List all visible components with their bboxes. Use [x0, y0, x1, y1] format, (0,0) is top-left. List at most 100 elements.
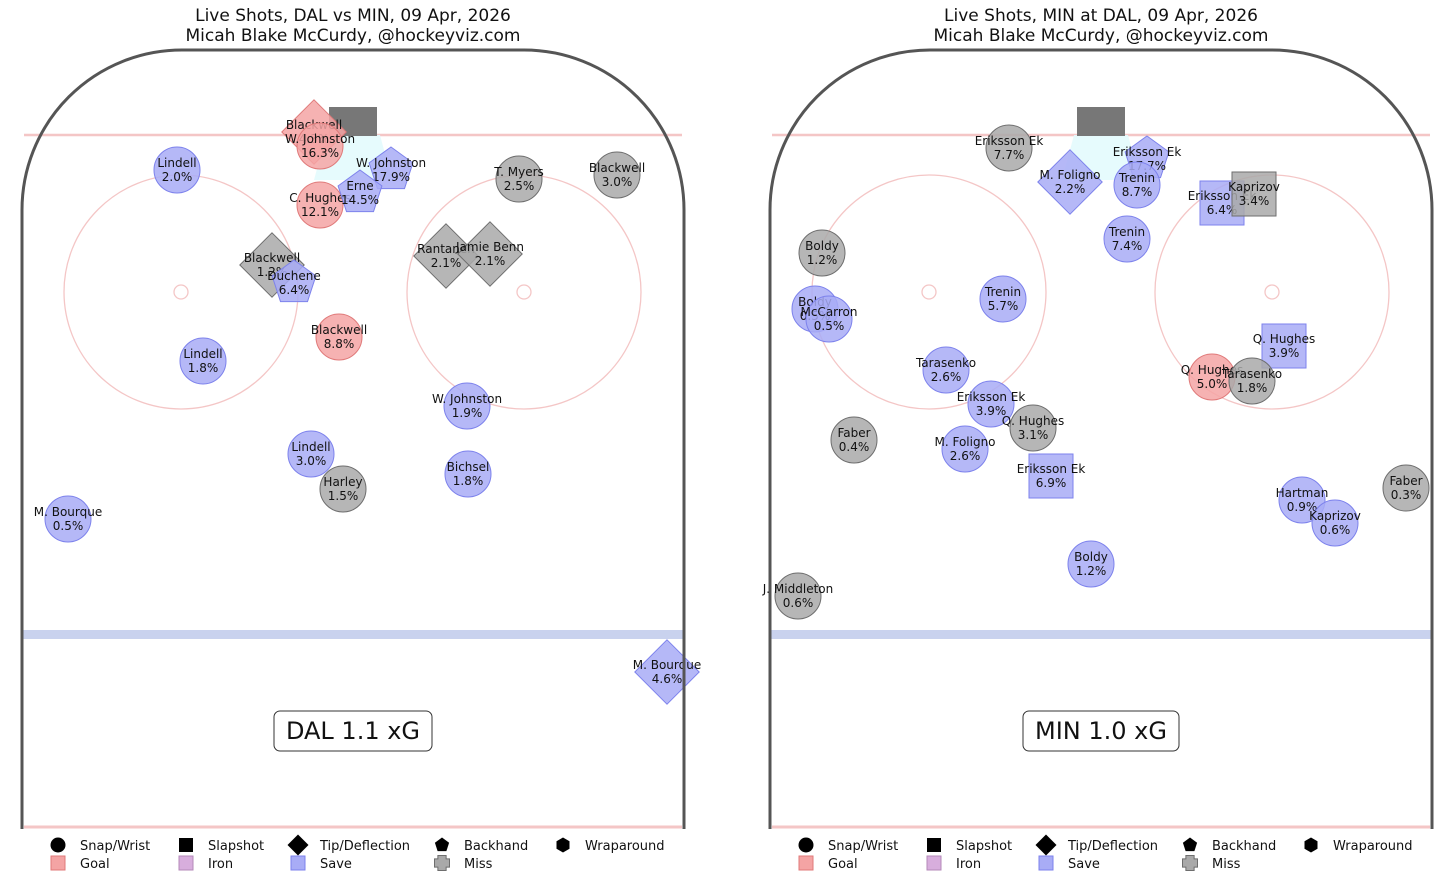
shot-shape	[1028, 453, 1074, 499]
shot-xg-label: 1.8%	[1237, 381, 1268, 395]
shot-xg-label: 0.9%	[1287, 500, 1318, 514]
shot-player-label: Jamie Benn	[455, 240, 524, 254]
shot-xg-label: 2.1%	[475, 254, 506, 268]
legend-label: Tip/Deflection	[319, 839, 410, 854]
shot-shape	[319, 465, 367, 513]
shot-xg-label: 0.3%	[1391, 488, 1422, 502]
shot-xg-label: 2.1%	[431, 256, 462, 270]
shot-player-label: Kaprizov	[1228, 180, 1280, 194]
shot-player-label: C. Hughes	[289, 191, 351, 205]
pentagon-icon	[1182, 837, 1198, 852]
legend-item-shape: Backhand	[1182, 837, 1276, 854]
shot-marker: Eriksson Ek3.9%	[957, 380, 1025, 428]
legend-label: Slapshot	[956, 839, 1012, 854]
square-icon	[290, 855, 306, 871]
shot-xg-label: 2.2%	[1055, 182, 1086, 196]
shot-marker: Eriksson Ek6.9%	[1017, 453, 1085, 499]
shot-player-label: Trenin	[984, 285, 1021, 299]
legend-item-shape: Wraparound	[1304, 837, 1413, 854]
shot-xg-label: 1.8%	[188, 361, 219, 375]
legend-item-shape: Slapshot	[179, 838, 264, 854]
shot-marker: Eriksson Ek7.7%	[975, 124, 1043, 172]
goal-net	[1077, 107, 1125, 136]
panel-title: Live Shots, DAL vs MIN, 09 Apr, 2026	[195, 6, 511, 26]
shot-xg-label: 3.9%	[1269, 346, 1300, 360]
shot-shape	[443, 382, 491, 430]
shot-shape	[1113, 161, 1161, 209]
shot-xg-label: 0.5%	[814, 319, 845, 333]
hexagon-icon	[556, 837, 570, 853]
shot-shape	[1103, 215, 1151, 263]
shot-shape	[1067, 540, 1115, 588]
shot-player-label: J. Middleton	[762, 582, 833, 596]
shot-player-label: McCarron	[800, 305, 857, 319]
shot-shape	[1037, 149, 1103, 215]
shot-xg-label: 6.4%	[1207, 203, 1238, 217]
legend-label: Wraparound	[1333, 839, 1413, 854]
square-icon	[927, 838, 941, 852]
legend-label: Wraparound	[585, 839, 665, 854]
shot-player-label: Faber	[1389, 474, 1422, 488]
shot-player-label: Blackwell	[589, 161, 645, 175]
shot-shape	[296, 122, 344, 170]
pentagon-icon	[434, 837, 450, 852]
shot-player-label: Trenin	[1108, 225, 1145, 239]
shot-player-label: Lindell	[183, 347, 222, 361]
legend-label: Slapshot	[208, 839, 264, 854]
xg-summary-box	[273, 710, 433, 752]
xg-summary: MIN 1.0 xG	[1035, 717, 1167, 745]
shot-xg-label: 6.4%	[279, 283, 310, 297]
legend-label: Backhand	[1212, 839, 1276, 854]
shot-player-label: W. Johnston	[285, 132, 355, 146]
shot-shape	[798, 229, 846, 277]
shot-xg-label: 8.8%	[324, 337, 355, 351]
legend-item-shape: Snap/Wrist	[798, 837, 898, 854]
shot-xg-label: 0.6%	[1320, 523, 1351, 537]
shot-markers: Eriksson Ek7.7%Eriksson Ek17.7%M. Folign…	[762, 124, 1430, 620]
shot-xg-label: 8.7%	[1122, 185, 1153, 199]
shot-player-label: Eriksson Ek	[1113, 145, 1182, 159]
shot-xg-label: 0.6%	[783, 596, 814, 610]
shot-shape	[941, 425, 989, 473]
shot-shape	[296, 181, 344, 229]
shot-xg-label: 16.3%	[301, 146, 339, 160]
legend-item-result: Goal	[50, 855, 110, 872]
shot-shape	[1231, 171, 1277, 217]
shot-shape	[153, 146, 201, 194]
shot-player-label: Lindell	[157, 156, 196, 170]
shot-player-label: Boldy	[1074, 550, 1108, 564]
shot-xg-label: 1.8%	[453, 474, 484, 488]
shot-xg-label: 2.5%	[504, 179, 535, 193]
legend-item-result: Miss	[1182, 855, 1241, 872]
faceoff-dot-left	[921, 284, 937, 300]
shot-xg-label: 12.1%	[301, 205, 339, 219]
shot-shape	[337, 169, 383, 213]
blue-line	[23, 630, 683, 639]
xg-summary: DAL 1.1 xG	[286, 717, 420, 745]
diamond-icon	[287, 834, 309, 856]
panel-subtitle: Micah Blake McCurdy, @hockeyviz.com	[186, 26, 521, 46]
diamond-icon	[1035, 834, 1057, 856]
shot-player-label: Q. Hughes	[1002, 414, 1065, 428]
circle-icon	[50, 837, 66, 853]
shot-player-label: Q. Hughes	[1181, 363, 1244, 377]
shot-shape	[495, 155, 543, 203]
shot-xg-label: 5.0%	[1197, 377, 1228, 391]
shot-shape	[1278, 476, 1326, 524]
shot-player-label: Lindell	[291, 440, 330, 454]
shot-shape	[271, 259, 317, 303]
legend-item-result: Iron	[178, 855, 233, 872]
